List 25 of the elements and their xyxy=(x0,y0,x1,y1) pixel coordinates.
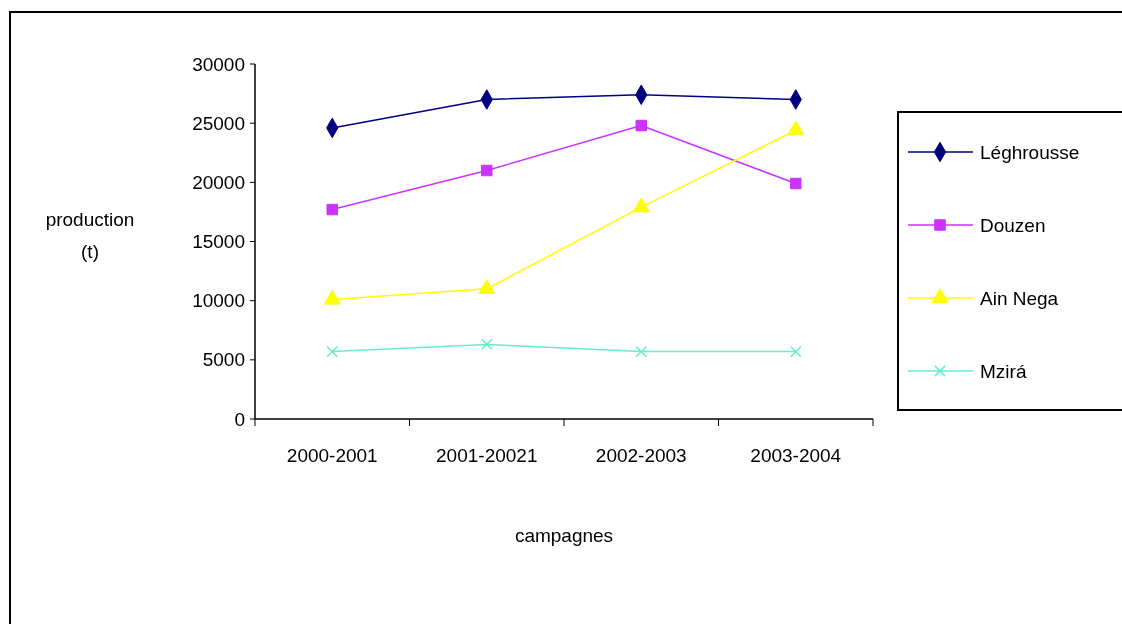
y-tick-label: 5000 xyxy=(202,349,245,371)
point xyxy=(326,203,338,216)
y-tick-label: 15000 xyxy=(192,231,245,253)
y-tick-label: 0 xyxy=(234,408,245,430)
y-tick-label: 10000 xyxy=(192,290,245,312)
x-tick-label: 2000-2001 xyxy=(286,445,378,466)
legend-label: Ain Nega xyxy=(980,287,1059,309)
legend-label: Douzen xyxy=(980,214,1046,236)
legend-label: Mzirá xyxy=(980,360,1027,382)
y-tick-label: 25000 xyxy=(192,112,245,134)
x-axis-title: campagnes xyxy=(514,525,614,546)
point xyxy=(635,119,647,132)
point xyxy=(635,345,648,358)
point xyxy=(790,177,802,190)
legend-label: Léghrousse xyxy=(980,141,1080,163)
y-tick-label: 20000 xyxy=(192,171,245,193)
point xyxy=(480,338,493,351)
y-axis-title: production (t) xyxy=(45,209,135,263)
x-tick-label: 2003-2004 xyxy=(750,445,842,466)
x-tick-label: 2002-2003 xyxy=(595,445,687,466)
point xyxy=(326,345,339,358)
point xyxy=(481,164,493,177)
x-tick-label: 2001-20021 xyxy=(436,445,538,466)
point xyxy=(789,345,802,358)
y-tick-label: 30000 xyxy=(192,53,245,75)
